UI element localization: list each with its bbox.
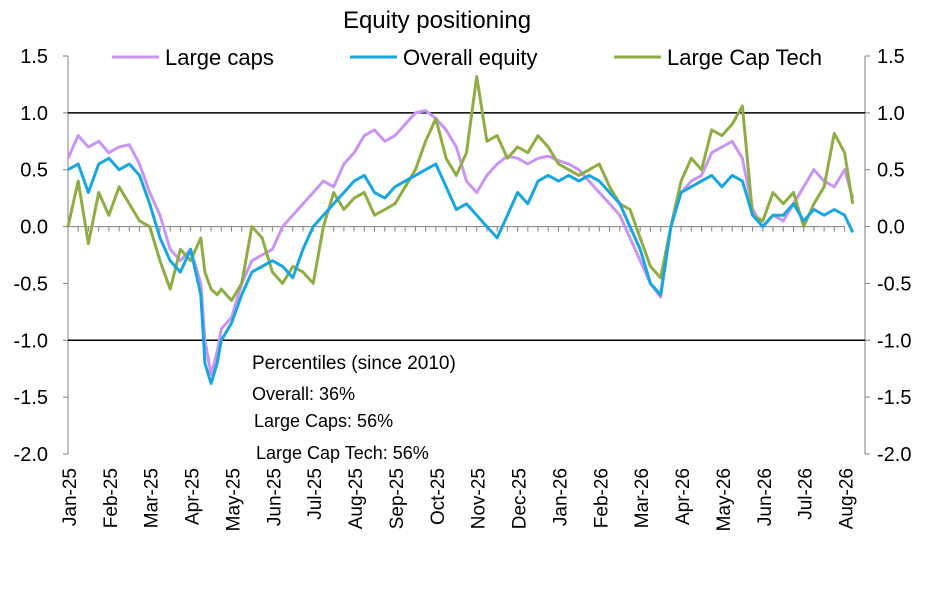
percentiles-annotation: Percentiles (since 2010) Overall: 36% La… xyxy=(252,353,456,463)
x-tick-label: Feb-26 xyxy=(591,468,612,528)
y-tick-label-right: -0.5 xyxy=(877,273,911,295)
series-line-large-cap-tech xyxy=(66,75,855,302)
y-tick-label-right: 1.5 xyxy=(877,46,905,68)
annotation-large-cap-tech: Large Cap Tech: 56% xyxy=(256,443,429,463)
y-tick-label-right: 1.0 xyxy=(877,103,905,125)
legend-label: Overall equity xyxy=(403,45,538,70)
y-tick-label-left: 1.5 xyxy=(20,46,48,68)
legend: Large caps Overall equity Large Cap Tech xyxy=(112,45,822,70)
x-tick-label: Nov-25 xyxy=(469,468,490,529)
x-tick-label: Apr-25 xyxy=(183,468,204,525)
y-tick-label-left: 0.0 xyxy=(20,217,48,239)
x-tick-label: Jan-25 xyxy=(60,468,81,526)
legend-label: Large caps xyxy=(165,45,274,70)
series-layer xyxy=(66,75,855,385)
y-tick-label-left: 1.0 xyxy=(20,103,48,125)
x-tick-label: May-26 xyxy=(714,468,735,531)
y-tick-label-right: -1.5 xyxy=(877,387,911,409)
x-tick-label: Sep-25 xyxy=(387,468,408,529)
y-tick-label-left: -1.5 xyxy=(14,387,48,409)
x-tick-label: Mar-26 xyxy=(632,468,653,528)
x-tick-label: Jul-26 xyxy=(796,468,817,520)
axes: 1.5 1.5 1.0 1.0 0.5 0.5 0.0 0.0 -0.5 -0.5 -1.0 -1.0… xyxy=(14,46,912,531)
legend-label: Large Cap Tech xyxy=(667,45,822,70)
y-tick-label-right: 0.0 xyxy=(877,217,905,239)
reference-lines xyxy=(68,112,865,342)
y-tick-label-right: -1.0 xyxy=(877,330,911,352)
annotation-overall: Overall: 36% xyxy=(252,384,355,404)
x-tick-label: Aug-25 xyxy=(346,468,367,529)
x-tick-label: Jun-25 xyxy=(264,468,285,526)
series-line-overall-equity xyxy=(67,156,855,385)
series-line-large-caps xyxy=(66,109,855,376)
x-tick-label: Jan-26 xyxy=(550,468,571,526)
x-tick-label: Aug-26 xyxy=(837,468,858,529)
x-tick-label: Apr-26 xyxy=(673,468,694,525)
chart-title: Equity positioning xyxy=(343,7,531,34)
y-tick-label-left: -2.0 xyxy=(14,444,48,466)
x-tick-label: Dec-25 xyxy=(510,468,531,529)
x-tick-label: May-25 xyxy=(223,468,244,531)
annotation-large-caps: Large Caps: 56% xyxy=(254,411,393,431)
x-tick-label: Jul-25 xyxy=(305,468,326,520)
x-tick-label: Jun-26 xyxy=(755,468,776,526)
y-tick-label-left: -0.5 xyxy=(14,273,48,295)
x-tick-label: Mar-25 xyxy=(142,468,163,528)
y-tick-label-left: 0.5 xyxy=(20,160,48,182)
x-tick-label: Feb-25 xyxy=(101,468,122,528)
annotation-heading: Percentiles (since 2010) xyxy=(252,353,456,374)
y-tick-label-right: -2.0 xyxy=(877,444,911,466)
y-tick-label-left: -1.0 xyxy=(14,330,48,352)
y-tick-label-right: 0.5 xyxy=(877,160,905,182)
x-tick-label: Oct-25 xyxy=(428,468,449,525)
